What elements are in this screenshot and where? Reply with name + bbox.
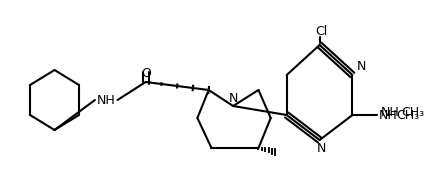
Text: NH: NH	[97, 93, 116, 106]
Text: N: N	[317, 142, 326, 154]
Text: Cl: Cl	[315, 24, 328, 37]
Text: O: O	[141, 66, 151, 80]
Text: NH: NH	[381, 105, 399, 119]
Text: CH₃: CH₃	[397, 109, 420, 122]
Text: N: N	[357, 61, 367, 74]
Text: N: N	[229, 92, 238, 104]
Text: NH: NH	[379, 109, 398, 122]
Text: CH₃: CH₃	[402, 105, 424, 119]
